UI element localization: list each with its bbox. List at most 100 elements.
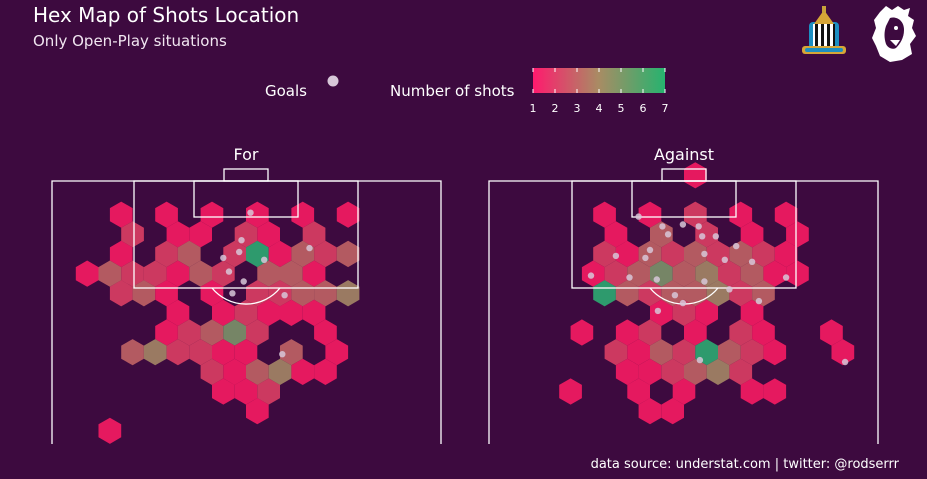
newcastle-united-crest-icon — [802, 6, 846, 54]
shot-hex — [200, 280, 224, 307]
penalty-arc — [211, 287, 281, 305]
goal-marker — [247, 209, 254, 216]
shot-hex — [314, 319, 337, 346]
shot-hex — [189, 260, 212, 287]
goal-marker — [281, 292, 288, 299]
legend-colorbar — [533, 68, 665, 93]
shot-hex — [672, 299, 696, 326]
goal-marker — [701, 250, 708, 258]
shot-hex — [706, 280, 730, 307]
shot-hex — [212, 299, 235, 326]
goal-marker — [721, 256, 728, 263]
shot-hex — [752, 240, 775, 268]
shot-hex — [559, 378, 582, 405]
goal-marker — [696, 356, 704, 364]
shot-hex — [774, 201, 798, 228]
shot-hex — [729, 358, 753, 385]
shot-hex — [166, 221, 190, 248]
shot-hex — [280, 260, 303, 287]
shot-hex — [336, 201, 360, 228]
shot-hex — [650, 299, 673, 326]
shot-hex — [166, 299, 190, 326]
shot-hex — [763, 260, 787, 287]
shot-hex — [291, 201, 315, 228]
page-title: Hex Map of Shots Location — [33, 3, 300, 27]
goal-marker — [279, 351, 286, 358]
legend-goals-label: Goals — [265, 82, 307, 100]
shot-hex — [280, 299, 303, 326]
shot-hex — [223, 319, 246, 346]
pitch-against — [488, 162, 879, 444]
goal-marker — [748, 258, 756, 265]
shot-hex — [155, 319, 178, 346]
goal-marker — [701, 278, 708, 285]
shot-hex — [246, 398, 269, 425]
shot-hex — [740, 260, 764, 287]
goal-layer — [220, 209, 313, 358]
shot-hex — [718, 260, 741, 287]
shot-hex — [200, 201, 224, 228]
shot-hex — [820, 319, 843, 346]
shot-hex — [615, 358, 639, 385]
goal-marker — [642, 254, 649, 262]
goal-marker — [635, 213, 642, 220]
shot-hex — [212, 260, 235, 287]
shot-hex — [336, 240, 360, 268]
legend-tick-label: 7 — [662, 102, 669, 115]
hex-layer — [75, 201, 360, 444]
legend-tick-label: 3 — [574, 102, 581, 115]
shot-hex — [615, 319, 639, 346]
goal-frame — [661, 168, 707, 182]
shot-hex — [763, 378, 787, 405]
shot-hex — [143, 260, 167, 287]
shot-hex — [593, 280, 616, 307]
shot-hex — [615, 280, 639, 307]
shot-hex — [661, 398, 684, 425]
shot-hex — [314, 240, 337, 268]
goal-marker — [695, 223, 702, 230]
shot-hex — [109, 240, 133, 268]
shot-hex — [234, 378, 258, 405]
goal-marker — [240, 278, 247, 285]
goal-marker — [236, 248, 243, 256]
goal-marker — [733, 242, 740, 250]
goal-marker — [664, 231, 672, 238]
legend-tick-label: 1 — [530, 102, 537, 115]
goal-marker — [841, 358, 849, 366]
goal-marker — [679, 221, 687, 228]
shot-hex — [672, 378, 696, 405]
legend: Goals Number of shots 1 2 3 4 5 6 7 — [265, 68, 669, 115]
shot-hex — [166, 260, 190, 287]
shot-hex — [121, 339, 144, 366]
shot-hex — [672, 339, 696, 366]
data-source-credit: data source: understat.com | twitter: @r… — [590, 457, 899, 472]
shot-hex — [695, 260, 718, 287]
shot-hex — [189, 221, 212, 248]
shot-hex — [223, 240, 246, 268]
shot-hex — [684, 358, 707, 385]
goal-marker — [587, 272, 595, 279]
shot-hex — [729, 201, 753, 228]
shot-hex — [75, 260, 99, 287]
shot-hex — [638, 319, 662, 346]
goal-marker — [726, 286, 733, 293]
goal-marker — [612, 252, 620, 260]
shot-hex — [718, 339, 741, 366]
shot-hex — [132, 280, 156, 307]
panel-title-against: Against — [654, 145, 714, 164]
shot-hex — [650, 339, 673, 366]
shot-hex — [314, 358, 337, 385]
legend-tick-label: 4 — [596, 102, 603, 115]
shot-hex — [786, 221, 809, 248]
shot-hex — [189, 339, 212, 366]
shot-hex — [121, 221, 144, 248]
shot-hex — [257, 221, 280, 248]
shot-hex — [638, 398, 662, 425]
goal-marker — [238, 237, 245, 244]
shot-hex — [200, 358, 224, 385]
shot-hex — [302, 221, 326, 248]
shot-hex — [638, 280, 662, 307]
shot-hex — [302, 260, 326, 287]
shot-hex — [627, 378, 650, 405]
